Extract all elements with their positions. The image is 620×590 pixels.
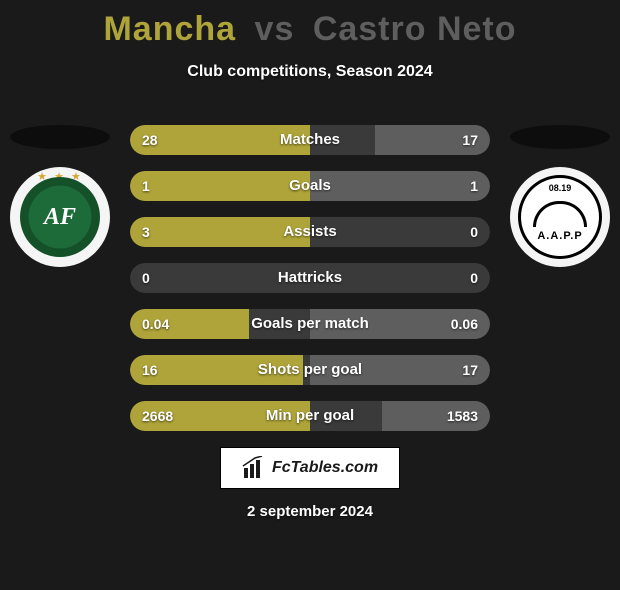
stat-label: Shots per goal <box>130 355 490 385</box>
stat-label: Min per goal <box>130 401 490 431</box>
stat-label: Matches <box>130 125 490 155</box>
stat-row: 0.040.06Goals per match <box>130 309 490 339</box>
badge-inner: AF <box>20 177 100 257</box>
badge-inner: 08.19 A.A.P.P <box>518 175 602 259</box>
comparison-content: ★ ★ ★ AF 08.19 A.A.P.P 2817Matches 11Goal… <box>0 125 620 520</box>
badge-top-text: 08.19 <box>521 184 599 193</box>
player1-name: Mancha <box>103 10 236 48</box>
stat-label: Hattricks <box>130 263 490 293</box>
stats-container: 2817Matches 11Goals 30Assists 00Hattricks 0.… <box>130 125 490 431</box>
shadow-ellipse <box>510 125 610 149</box>
logo-text: FcTables.com <box>272 459 378 477</box>
badge-acronym: A.A.P.P <box>533 231 587 242</box>
badge-text: 08.19 A.A.P.P <box>533 193 587 242</box>
stat-label: Goals <box>130 171 490 201</box>
shadow-ellipse <box>10 125 110 149</box>
stat-row: 1617Shots per goal <box>130 355 490 385</box>
badge-monogram: AF <box>44 204 76 231</box>
bridge-icon <box>533 201 587 227</box>
footer-date: 2 september 2024 <box>0 503 620 520</box>
right-badge-column: 08.19 A.A.P.P <box>510 125 610 267</box>
stat-row: 26681583Min per goal <box>130 401 490 431</box>
left-badge-column: ★ ★ ★ AF <box>10 125 110 267</box>
stat-label: Goals per match <box>130 309 490 339</box>
fctables-logo: FcTables.com <box>220 447 400 489</box>
stat-row: 11Goals <box>130 171 490 201</box>
chart-icon <box>242 456 266 480</box>
chapecoense-badge: ★ ★ ★ AF <box>10 167 110 267</box>
vs-separator: vs <box>255 10 295 48</box>
stat-row: 2817Matches <box>130 125 490 155</box>
stat-row: 00Hattricks <box>130 263 490 293</box>
player2-name: Castro Neto <box>313 10 517 48</box>
subtitle: Club competitions, Season 2024 <box>0 63 620 81</box>
stat-row: 30Assists <box>130 217 490 247</box>
ponte-preta-badge: 08.19 A.A.P.P <box>510 167 610 267</box>
page-title: Mancha vs Castro Neto <box>0 10 620 49</box>
stat-label: Assists <box>130 217 490 247</box>
